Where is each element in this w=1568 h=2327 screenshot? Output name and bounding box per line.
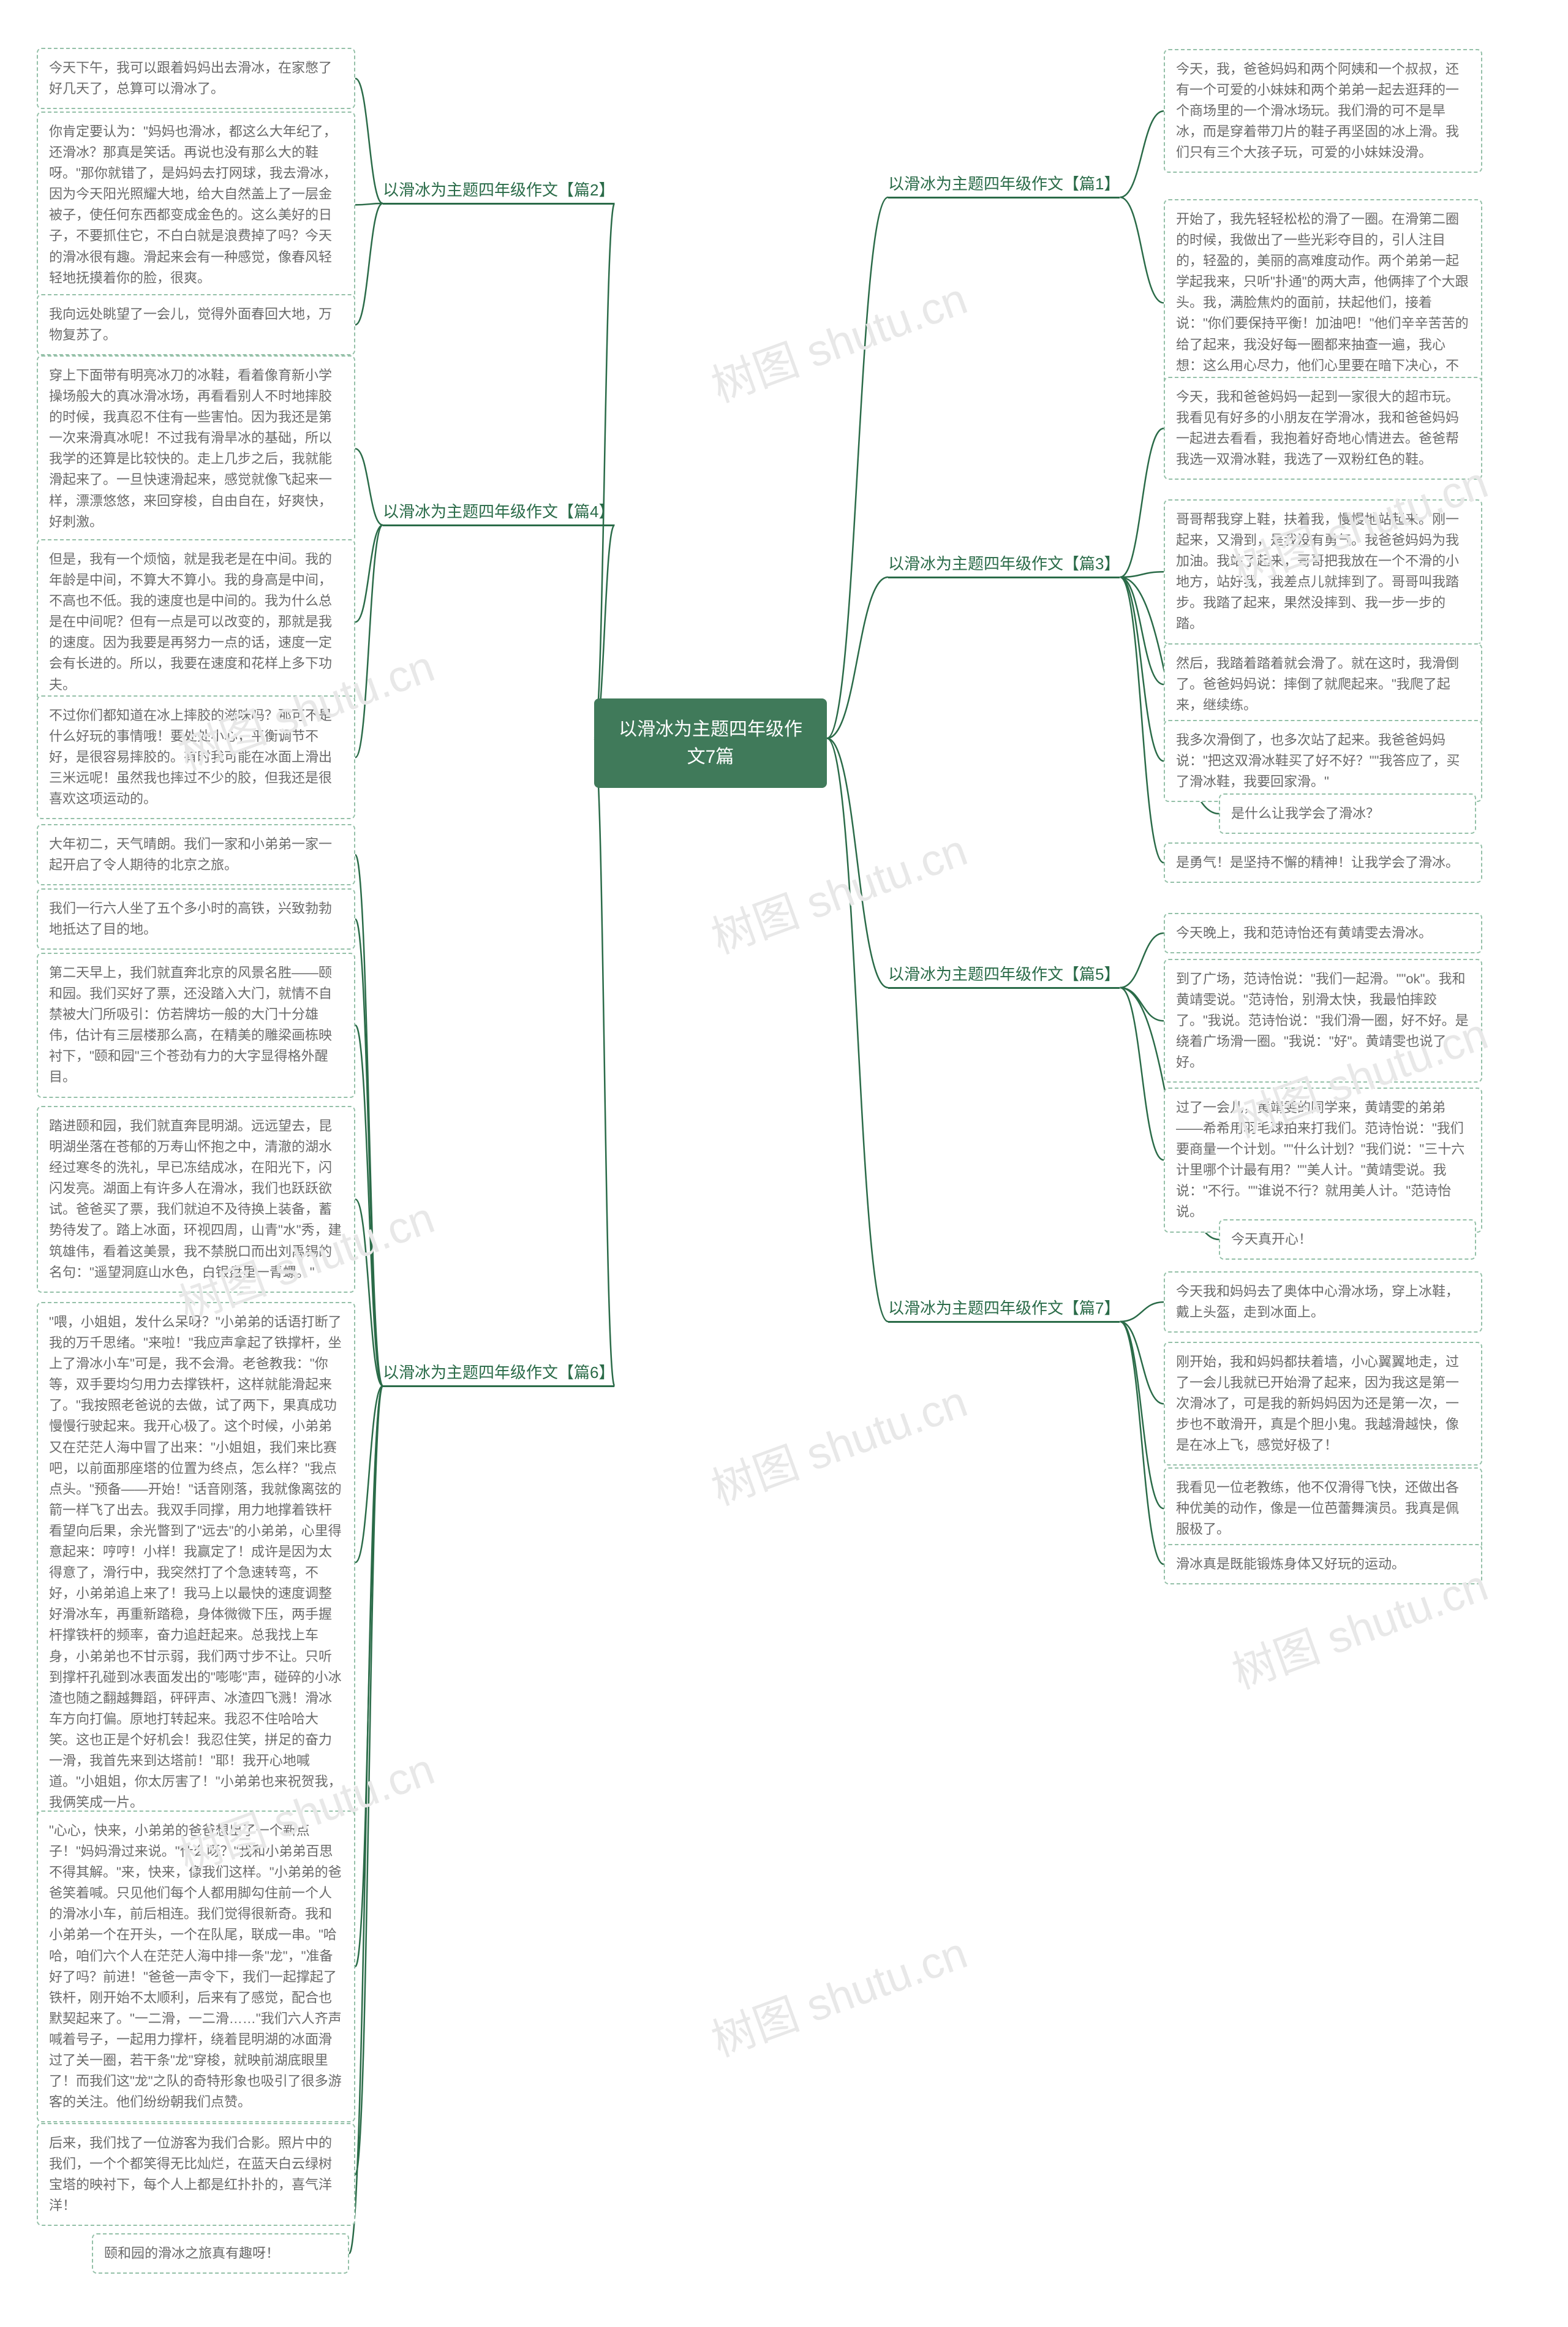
paragraph-node: 滑冰真是既能锻炼身体又好玩的运动。 (1164, 1544, 1482, 1584)
paragraph-node: 是勇气！是坚持不懈的精神！让我学会了滑冰。 (1164, 842, 1482, 883)
section-title: 以滑冰为主题四年级作文【篇6】 (383, 1360, 614, 1387)
paragraph-node: 但是，我有一个烦恼，就是我老是在中间。我的年龄是中间，不算大不算小。我的身高是中… (37, 539, 355, 705)
paragraph-node: 踏进颐和园，我们就直奔昆明湖。远远望去，昆明湖坐落在苍郁的万寿山怀抱之中，清澈的… (37, 1106, 355, 1293)
paragraph-node: 我们一行六人坐了五个多小时的高铁，兴致勃勃地抵达了目的地。 (37, 888, 355, 950)
paragraph-node: 穿上下面带有明亮冰刀的冰鞋，看着像育新小学操场般大的真冰滑冰场，再看看别人不时地… (37, 355, 355, 542)
paragraph-node: 是什么让我学会了滑冰？ (1219, 793, 1476, 834)
paragraph-node: "喂，小姐姐，发什么呆呀？"小弟弟的话语打断了我的万千思绪。"来啦！"我应声拿起… (37, 1302, 355, 1823)
section-title: 以滑冰为主题四年级作文【篇4】 (383, 499, 614, 526)
paragraph-node: 到了广场，范诗怡说："我们一起滑。""ok"。我和黄靖雯说。"范诗怡，别滑太快，… (1164, 959, 1482, 1083)
paragraph-node: 哥哥帮我穿上鞋，扶着我，慢慢地站起来。刚一起来，又滑到，是我没有勇气。我爸爸妈妈… (1164, 499, 1482, 645)
section-title: 以滑冰为主题四年级作文【篇3】 (888, 551, 1120, 578)
paragraph-node: 今天，我，爸爸妈妈和两个阿姨和一个叔叔，还有一个可爱的小妹妹和两个弟弟一起去逛拜… (1164, 49, 1482, 173)
paragraph-node: 颐和园的滑冰之旅真有趣呀！ (92, 2233, 349, 2274)
paragraph-node: 过了一会儿，黄靖雯的同学来，黄靖雯的弟弟——希希用羽毛球拍来打我们。范诗怡说："… (1164, 1088, 1482, 1233)
paragraph-node: 不过你们都知道在冰上摔胶的滋味吗？那可不是什么好玩的事情哦！要处处小心，平衡调节… (37, 695, 355, 819)
paragraph-node: 今天晚上，我和范诗怡还有黄靖雯去滑冰。 (1164, 913, 1482, 953)
paragraph-node: 开始了，我先轻轻松松的滑了一圈。在滑第二圈的时候，我做出了一些光彩夺目的，引人注… (1164, 199, 1482, 407)
paragraph-node: "心心，快来，小弟弟的爸爸想出了一个新点子！"妈妈滑过来说。"什么呀？"我和小弟… (37, 1811, 355, 2122)
paragraph-node: 我多次滑倒了，也多次站了起来。我爸爸妈妈说："把这双滑冰鞋买了好不好？""我答应… (1164, 720, 1482, 802)
paragraph-node: 今天，我和爸爸妈妈一起到一家很大的超市玩。我看见有好多的小朋友在学滑冰，我和爸爸… (1164, 377, 1482, 480)
paragraph-node: 今天真开心！ (1219, 1219, 1476, 1260)
paragraph-node: 刚开始，我和妈妈都扶着墙，小心翼翼地走，过了一会儿我就已开始滑了起来，因为我这是… (1164, 1342, 1482, 1466)
paragraph-node: 今天下午，我可以跟着妈妈出去滑冰，在家憋了好几天了，总算可以滑冰了。 (37, 48, 355, 109)
paragraph-node: 我向远处眺望了一会儿，觉得外面春回大地，万物复苏了。 (37, 294, 355, 355)
paragraph-node: 大年初二，天气晴朗。我们一家和小弟弟一家一起开启了令人期待的北京之旅。 (37, 824, 355, 885)
paragraph-node: 我看见一位老教练，他不仅滑得飞快，还做出各种优美的动作，像是一位芭蕾舞演员。我真… (1164, 1467, 1482, 1549)
section-title: 以滑冰为主题四年级作文【篇1】 (888, 172, 1120, 199)
paragraph-node: 后来，我们找了一位游客为我们合影。照片中的我们，一个个都笑得无比灿烂，在蓝天白云… (37, 2123, 355, 2226)
paragraph-node: 第二天早上，我们就直奔北京的风景名胜——颐和园。我们买好了票，还没踏入大门，就情… (37, 953, 355, 1098)
center-topic: 以滑冰为主题四年级作文7篇 (594, 698, 827, 788)
paragraph-node: 然后，我踏着踏着就会滑了。就在这时，我滑倒了。爸爸妈妈说：摔倒了就爬起来。"我爬… (1164, 643, 1482, 725)
paragraph-node: 今天我和妈妈去了奥体中心滑冰场，穿上冰鞋，戴上头盔，走到冰面上。 (1164, 1271, 1482, 1333)
section-title: 以滑冰为主题四年级作文【篇7】 (888, 1296, 1120, 1323)
section-title: 以滑冰为主题四年级作文【篇2】 (383, 178, 614, 205)
section-title: 以滑冰为主题四年级作文【篇5】 (888, 962, 1120, 989)
paragraph-node: 你肯定要认为："妈妈也滑冰，都这么大年纪了，还滑冰？那真是笑话。再说也没有那么大… (37, 112, 355, 298)
